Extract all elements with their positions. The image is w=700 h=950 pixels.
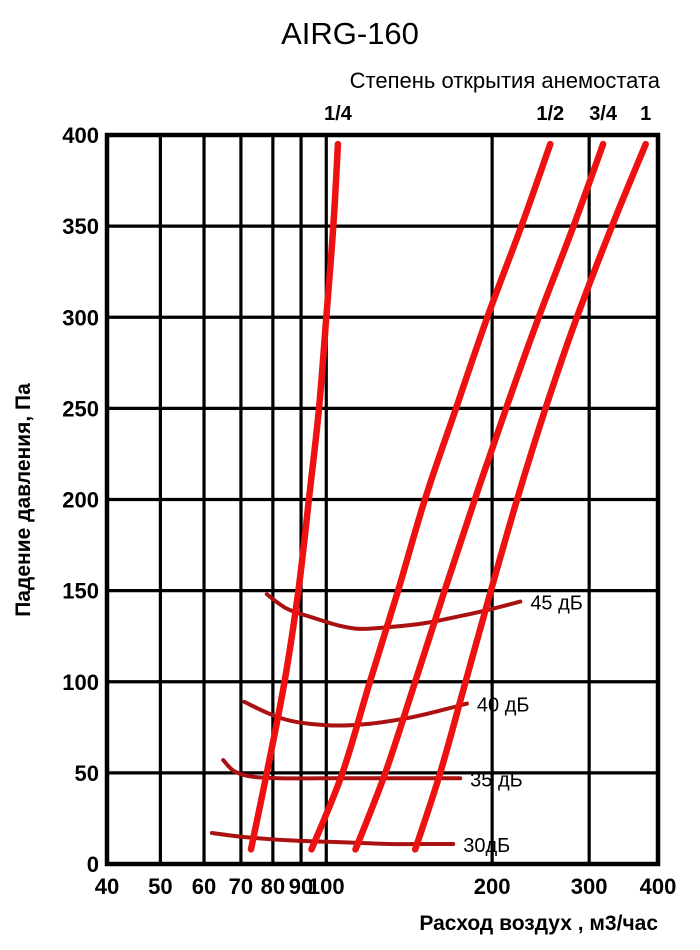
x-tick-label: 90 bbox=[289, 874, 313, 899]
x-tick-label: 400 bbox=[640, 874, 677, 899]
x-tick-label: 60 bbox=[192, 874, 216, 899]
damper-opening-label: 1/2 bbox=[536, 103, 564, 125]
damper-opening-label: 1/4 bbox=[324, 103, 353, 125]
x-tick-label: 100 bbox=[308, 874, 345, 899]
y-tick-label: 300 bbox=[62, 305, 99, 330]
y-tick-label: 200 bbox=[62, 488, 99, 513]
y-tick-label: 250 bbox=[62, 396, 99, 421]
y-tick-label: 150 bbox=[62, 579, 99, 604]
y-tick-label: 100 bbox=[62, 670, 99, 695]
x-axis-title: Расход воздух , м3/час bbox=[419, 912, 658, 935]
x-tick-label: 40 bbox=[95, 874, 119, 899]
y-tick-label: 0 bbox=[87, 852, 99, 877]
noise-level-label: 40 дБ bbox=[477, 695, 530, 717]
damper-opening-curves bbox=[247, 140, 649, 853]
x-tick-label: 200 bbox=[474, 874, 511, 899]
damper-opening-label: 1 bbox=[640, 103, 651, 125]
y-tick-label: 400 bbox=[62, 123, 99, 148]
damper-opening-label: 3/4 bbox=[589, 103, 618, 125]
noise-curve bbox=[264, 592, 523, 631]
noise-curve bbox=[209, 831, 456, 847]
x-tick-label: 50 bbox=[148, 874, 172, 899]
damper-opening-labels: 1/4 1/2 3/4 1 bbox=[324, 103, 651, 125]
damper-curve bbox=[352, 140, 607, 853]
grid-lines bbox=[104, 132, 661, 867]
x-tick-label: 300 bbox=[571, 874, 608, 899]
y-axis-ticks: 0 50 100 150 200 250 300 350 400 bbox=[62, 123, 99, 877]
damper-curve bbox=[247, 140, 342, 853]
noise-curve bbox=[242, 699, 469, 728]
noise-level-label: 35 дБ bbox=[470, 769, 523, 791]
noise-level-label: 45 дБ bbox=[530, 593, 583, 615]
noise-level-curves bbox=[209, 592, 523, 847]
chart-title: AIRG-160 bbox=[281, 16, 419, 51]
noise-level-labels: 45 дБ 40 дБ 35 дБ 30дБ bbox=[463, 593, 583, 857]
y-tick-label: 50 bbox=[75, 761, 99, 786]
x-tick-label: 70 bbox=[229, 874, 253, 899]
x-tick-label: 80 bbox=[261, 874, 285, 899]
noise-level-label: 30дБ bbox=[463, 835, 510, 857]
noise-curve bbox=[221, 758, 463, 781]
damper-curve bbox=[411, 140, 649, 853]
y-axis-title: Падение давления, Па bbox=[12, 383, 35, 617]
y-tick-label: 350 bbox=[62, 214, 99, 239]
chart-subtitle: Степень открытия анемостата bbox=[350, 68, 661, 93]
plot-frame bbox=[104, 132, 661, 867]
damper-curve bbox=[308, 140, 554, 853]
